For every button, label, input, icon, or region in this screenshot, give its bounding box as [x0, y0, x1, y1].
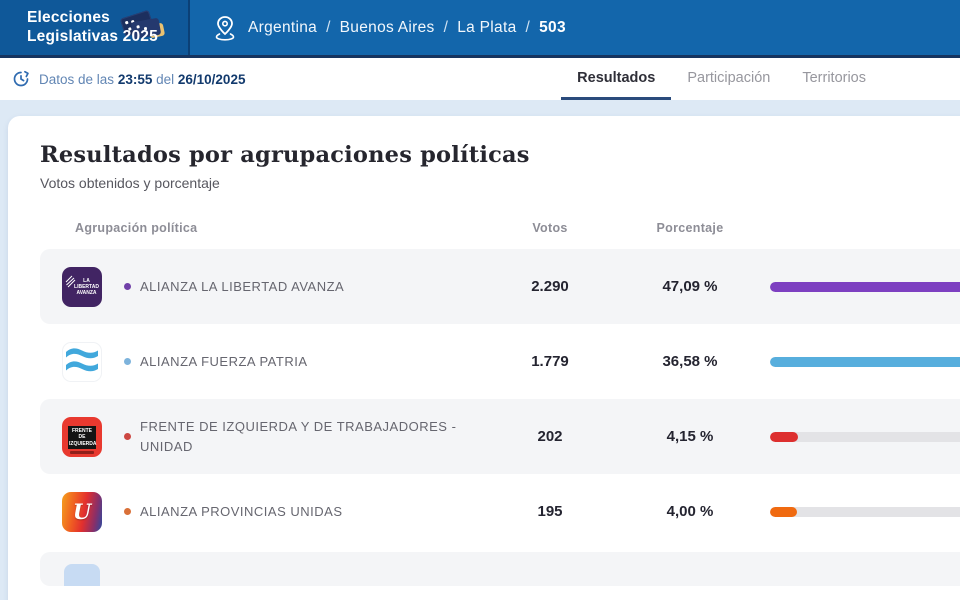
timestamp-prefix: Datos de las — [39, 71, 115, 87]
percent-bar — [770, 506, 797, 517]
table-row: ALIANZA FUERZA PATRIA 1.779 36,58 % — [40, 324, 960, 399]
data-timestamp: Datos de las 23:55 del 26/10/2025 — [0, 58, 245, 100]
tab-territorios[interactable]: Territorios — [802, 69, 866, 86]
party-color-dot — [124, 283, 131, 290]
party-percent: 4,15 % — [666, 428, 714, 445]
party-logo: U — [62, 491, 102, 532]
party-name: FRENTE DE IZQUIERDA Y DE TRABAJADORES - … — [140, 419, 457, 454]
table-row-partial — [40, 552, 960, 586]
timestamp-time: 23:55 — [117, 71, 153, 87]
table-row: U ALIANZA PROVINCIAS UNIDAS 195 4,00 % — [40, 474, 960, 549]
party-name: ALIANZA LA LIBERTAD AVANZA — [140, 278, 345, 294]
breadcrumb-item[interactable]: Buenos Aires — [339, 18, 435, 36]
party-percent: 4,00 % — [666, 503, 714, 520]
timestamp-date: 26/10/2025 — [177, 71, 246, 87]
percent-bar-track — [770, 506, 960, 517]
column-header-percent: Porcentaje — [656, 221, 724, 235]
party-color-dot — [124, 358, 131, 365]
main-tabs: Resultados Participación Territorios — [561, 58, 960, 100]
party-votes: 2.290 — [531, 278, 569, 295]
breadcrumb-separator: / — [326, 18, 331, 36]
party-logo — [64, 564, 100, 586]
table-row: FRENTE DE IZQUIERDA FRENTE DE IZQUIERDA … — [40, 399, 960, 474]
clock-refresh-icon — [12, 70, 30, 88]
party-percent: 47,09 % — [662, 278, 718, 295]
percent-bar-track — [770, 431, 960, 442]
party-percent: 36,58 % — [662, 353, 718, 370]
percent-bar — [770, 281, 960, 292]
results-card: Resultados por agrupaciones políticas Vo… — [8, 116, 960, 600]
column-header-votes: Votos — [532, 221, 568, 235]
percent-bar-track — [770, 356, 960, 367]
location-pin-icon — [214, 15, 236, 41]
party-name: ALIANZA FUERZA PATRIA — [140, 353, 308, 369]
logo-line-2: Legislativas 2025 — [27, 27, 158, 45]
breadcrumb-separator: / — [443, 18, 449, 36]
results-table-body: LA LIBERTAD AVANZA ALIANZA LA LIBERTAD A… — [40, 249, 960, 549]
party-logo — [62, 341, 102, 382]
app-header: Elecciones Legislativas 2025 Argentina / B… — [0, 0, 960, 58]
party-votes: 202 — [537, 428, 563, 445]
tab-resultados[interactable]: Resultados — [561, 58, 672, 100]
tab-participacion[interactable]: Participación — [687, 69, 771, 86]
table-header: Agrupación política Votos Porcentaje — [40, 221, 960, 249]
column-header-party: Agrupación política — [75, 221, 198, 235]
page-subtitle: Votos obtenidos y porcentaje — [40, 175, 220, 191]
breadcrumb-separator: / — [525, 18, 531, 36]
party-color-dot — [124, 508, 131, 515]
site-logo[interactable]: Elecciones Legislativas 2025 — [0, 0, 190, 55]
page-title: Resultados por agrupaciones políticas — [40, 142, 530, 168]
breadcrumb: Argentina / Buenos Aires / La Plata / 503 — [248, 19, 566, 37]
party-name: ALIANZA PROVINCIAS UNIDAS — [140, 503, 343, 519]
breadcrumb-current: 503 — [539, 18, 566, 36]
table-row: LA LIBERTAD AVANZA ALIANZA LA LIBERTAD A… — [40, 249, 960, 324]
site-logo-text: Elecciones Legislativas 2025 — [27, 9, 158, 46]
percent-bar — [770, 431, 798, 442]
breadcrumb-item[interactable]: Argentina — [248, 18, 318, 36]
logo-line-1: Elecciones — [27, 9, 110, 27]
party-logo: LA LIBERTAD AVANZA — [62, 266, 102, 307]
breadcrumb-item[interactable]: La Plata — [457, 18, 517, 36]
timestamp-connector: del — [156, 71, 175, 87]
party-votes: 195 — [537, 503, 563, 520]
party-logo: FRENTE DE IZQUIERDA — [62, 416, 102, 457]
percent-bar — [770, 356, 960, 367]
party-color-dot — [124, 433, 131, 440]
status-tab-bar: Datos de las 23:55 del 26/10/2025 Result… — [0, 58, 960, 100]
party-votes: 1.779 — [531, 353, 569, 370]
percent-bar-track — [770, 281, 960, 292]
